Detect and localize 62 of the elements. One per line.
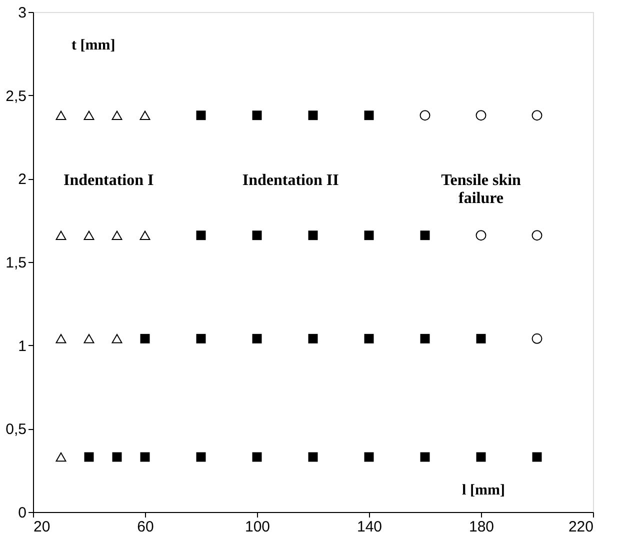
y-tick-label: 1 [18,338,26,355]
point [56,452,66,462]
annotation: Indentation I [63,172,154,189]
x-tick-label: 20 [34,518,50,536]
x-tick-label: 60 [137,518,154,536]
point [140,452,150,462]
point [364,452,374,462]
point [420,230,430,240]
point [196,110,206,120]
y-tick-label: 2,5 [6,88,26,105]
x-tick-label: 180 [468,518,494,536]
y-tick-label: 0,5 [6,421,26,438]
point [140,110,150,120]
point [532,110,542,121]
point [112,334,122,344]
point [532,333,542,344]
y-tick-label: 2 [18,171,26,188]
point [532,452,542,462]
point [420,334,430,344]
point [476,110,486,121]
point [364,334,374,344]
point [56,230,66,240]
point [196,452,206,462]
annotation: Tensile skin failure [441,172,522,207]
annotation: Indentation II [242,172,339,189]
point [56,334,66,344]
point [364,110,374,120]
point [196,334,206,344]
point [308,452,318,462]
point [112,452,122,462]
point [112,110,122,120]
point [476,334,486,344]
point [308,334,318,344]
point [532,230,542,241]
point [252,334,262,344]
point [112,230,122,240]
point [308,230,318,240]
y-axis-title: t [mm] [72,38,116,54]
y-tick-label: 0 [18,504,26,522]
x-tick-label: 220 [568,518,594,536]
point [252,452,262,462]
y-tick-label: 3 [18,4,26,22]
point [364,230,374,240]
point [420,452,430,462]
point [476,452,486,462]
point [84,230,94,240]
point [140,334,150,344]
point [140,230,150,240]
point [420,110,430,121]
point [84,452,94,462]
point [308,110,318,120]
point [84,334,94,344]
point [84,110,94,120]
point [56,110,66,120]
point [252,230,262,240]
x-tick-label: 100 [244,518,270,536]
point [196,230,206,240]
point [252,110,262,120]
y-tick-label: 1,5 [6,254,26,272]
x-axis-title: l [mm] [462,482,505,498]
x-tick-label: 140 [356,518,382,536]
point [476,230,486,241]
